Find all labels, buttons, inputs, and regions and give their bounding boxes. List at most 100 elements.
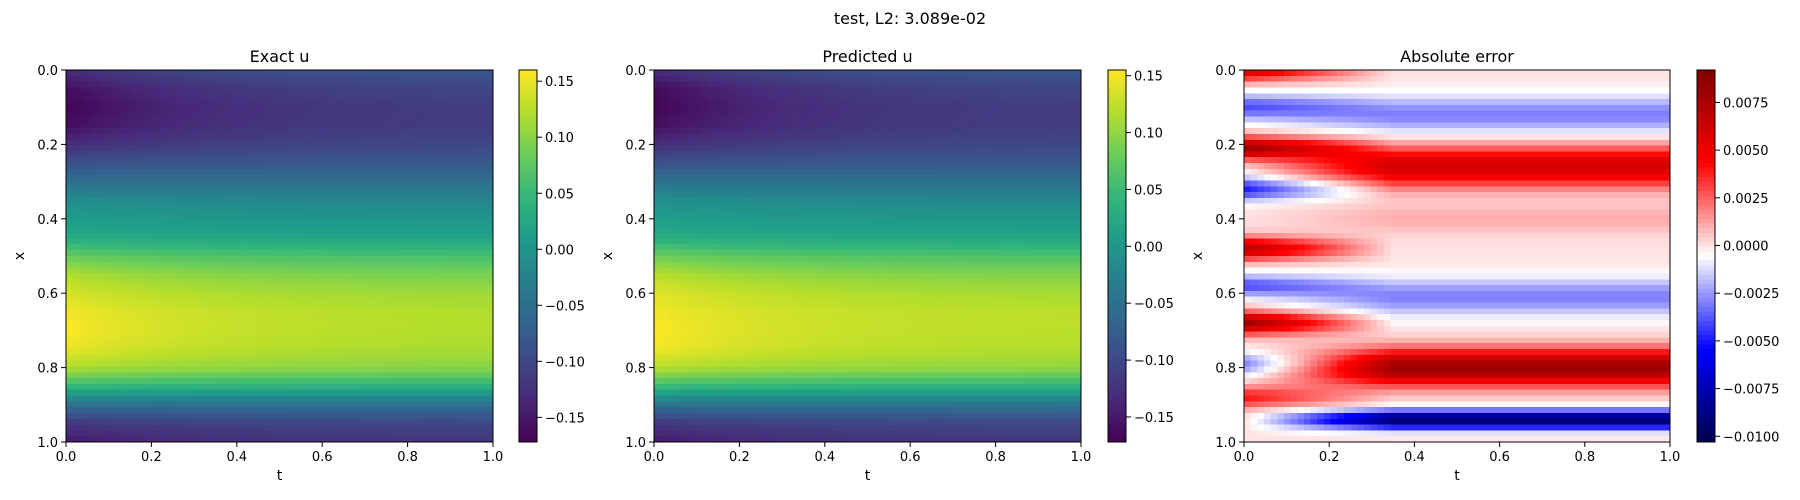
heatmap-cell [760,128,769,135]
heatmap-cell [372,407,381,414]
heatmap-cell [112,273,120,280]
colorbar-segment [519,409,537,415]
heatmap-cell [412,226,421,234]
heatmap-cell [259,151,267,158]
heatmap-cell [486,116,494,123]
heatmap-cell [259,186,267,193]
heatmap-cell [266,267,274,275]
heatmap-cell [152,75,160,83]
heatmap-cell [179,104,187,112]
heatmap-cell [326,331,334,338]
heatmap-cell [346,116,354,123]
heatmap-cell [266,337,274,344]
heatmap-cell [392,343,401,350]
heatmap-cell [472,99,481,106]
heatmap-cell [479,75,487,83]
heatmap-cell [459,192,467,199]
heatmap-cell [232,133,241,141]
heatmap-cell [186,192,194,199]
heatmap-cell [206,215,214,222]
heatmap-cell [292,186,301,193]
heatmap-cell [326,389,334,397]
heatmap-cell [186,215,194,222]
x-tick-label: 0.6 [312,450,333,465]
colorbar-segment [519,237,537,243]
heatmap-cell [339,70,347,77]
heatmap-cell [179,279,187,286]
heatmap-cell [66,226,74,234]
heatmap-cell [827,128,835,135]
heatmap-cell [847,110,855,118]
heatmap-cell [312,93,321,100]
heatmap-cell [472,360,481,368]
heatmap-cell [479,180,487,187]
heatmap-cell [359,378,367,385]
heatmap-cell [152,412,160,420]
heatmap-cell [312,261,321,269]
heatmap-cell [259,116,267,123]
heatmap-cell [332,372,341,379]
heatmap-cell [426,401,434,408]
heatmap-cell [432,192,441,199]
heatmap-cell [840,110,849,118]
heatmap-cell [807,122,815,129]
colorbar-segment [519,125,537,132]
heatmap-cell [152,418,160,426]
heatmap-cell [146,389,154,397]
heatmap-cell [674,128,682,135]
heatmap-cell [272,244,281,251]
heatmap-cell [359,168,367,176]
heatmap-cell [479,151,487,158]
heatmap-cell [379,75,387,83]
heatmap-cell [880,93,889,100]
heatmap-cell [359,250,367,257]
heatmap-cell [219,319,227,327]
heatmap-cell [286,354,294,362]
heatmap-cell [206,337,214,344]
heatmap-cell [426,285,434,292]
heatmap-cell [266,75,274,83]
heatmap-cell [186,209,194,216]
heatmap-cell [132,436,140,443]
heatmap-cell [406,337,414,344]
heatmap-cell [292,180,301,187]
heatmap-cell [332,302,341,309]
heatmap-cell [139,250,147,257]
heatmap-cell [192,209,201,216]
heatmap-cell [339,354,347,362]
heatmap-cell [486,418,494,426]
heatmap-cell [346,395,354,402]
heatmap-cell [306,395,314,402]
heatmap-cell [654,110,662,118]
colorbar-segment [519,349,537,355]
heatmap-cell [146,215,154,222]
heatmap-cell [332,99,341,106]
heatmap-cell [192,93,201,100]
heatmap-cell [359,256,367,263]
heatmap-cell [172,308,181,315]
heatmap-cell [159,256,167,263]
heatmap-cell [714,93,722,100]
heatmap-cell [459,436,467,443]
heatmap-cell [139,319,147,327]
heatmap-cell [814,110,822,118]
heatmap-cell [366,215,374,222]
heatmap-cell [399,209,407,216]
heatmap-cell [112,424,120,431]
heatmap-cell [412,331,421,338]
heatmap-cell [332,383,341,391]
heatmap-cell [486,81,494,89]
heatmap-cell [246,360,254,368]
heatmap-cell [399,215,407,222]
colorbar-segment [519,404,537,411]
heatmap-cell [439,331,447,338]
heatmap-cell [219,349,227,356]
heatmap-cell [359,145,367,152]
heatmap-cell [412,401,421,408]
heatmap-cell [79,418,87,426]
heatmap-cell [834,75,842,83]
heatmap-cell [126,314,134,321]
heatmap-cell [112,366,120,373]
heatmap-cell [266,360,274,368]
heatmap-cell [386,93,394,100]
